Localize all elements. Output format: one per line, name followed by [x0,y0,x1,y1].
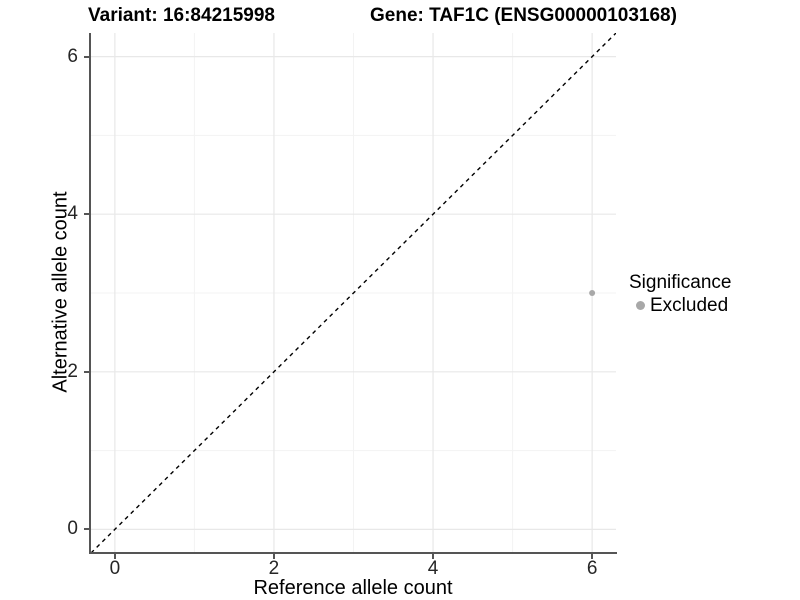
y-tick-label: 6 [67,45,78,67]
y-axis-tick [84,370,89,373]
legend: Significance Excluded [629,271,731,317]
plot-canvas [90,32,617,554]
plot-title-gene: Gene: TAF1C (ENSG00000103168) [370,5,677,26]
x-tick-label: 4 [427,558,439,579]
legend-item-excluded: Excluded [629,294,731,317]
plot-panel [90,32,617,554]
y-tick-label: 2 [67,360,78,382]
x-tick-label: 6 [586,558,598,579]
y-axis-tick [84,55,89,58]
excluded-point-icon [636,301,645,310]
y-tick-label: 4 [67,203,78,225]
legend-item-label: Excluded [650,295,729,316]
x-axis-line [89,552,617,554]
x-axis-tick [432,554,435,559]
legend-title: Significance [629,272,732,293]
y-axis-line [89,33,91,554]
identity-line [90,32,617,554]
y-axis-title: Alternative allele count [49,191,72,393]
y-axis-tick [84,528,89,531]
data-point [589,290,596,296]
y-axis-tick [84,213,89,216]
x-axis-title: Reference allele count [253,577,453,599]
x-axis-tick [272,554,275,559]
y-tick-label: 0 [67,518,78,540]
plot-title-variant: Variant: 16:84215998 [88,5,275,26]
x-axis-tick [591,554,594,559]
x-tick-label: 2 [268,558,280,579]
x-tick-label: 0 [109,558,121,579]
x-axis-tick [113,554,116,559]
